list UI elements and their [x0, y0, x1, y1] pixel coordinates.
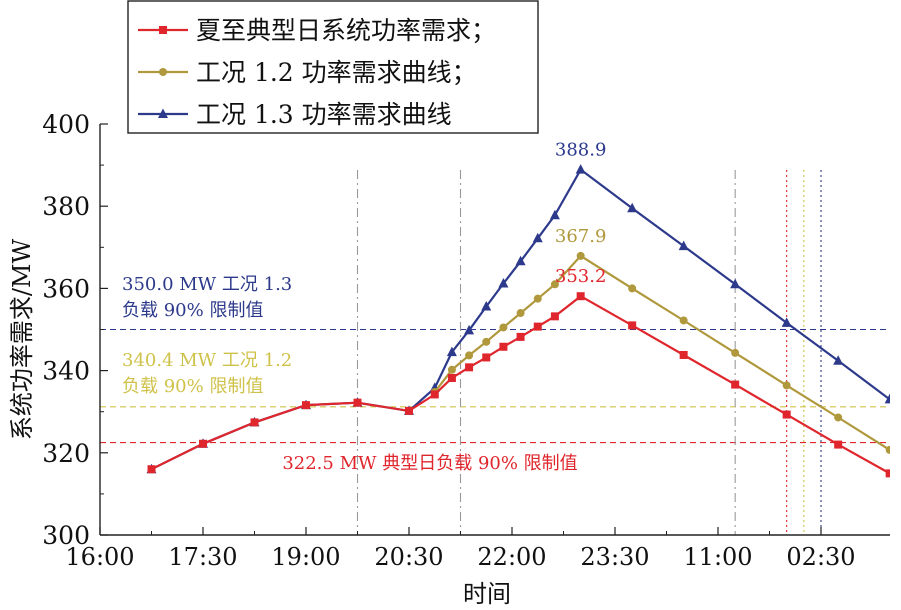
data-point-0-15: [628, 321, 637, 330]
data-point-0-14: [576, 292, 585, 301]
legend-marker-0: [159, 26, 167, 34]
y-tick-label-3: 360: [42, 274, 90, 303]
data-point-2-13: [549, 209, 560, 220]
data-point-1-10: [679, 316, 688, 325]
peak-label-2: 353.2: [555, 266, 607, 287]
series-line-1: [433, 254, 890, 452]
legend-label-1: 工况 1.2 功率需求曲线；: [196, 58, 477, 87]
data-point-1-8: [576, 251, 585, 260]
data-point-2-14: [575, 164, 586, 174]
peak-label-0: 388.9: [555, 140, 607, 161]
y-tick-label-4: 380: [42, 192, 90, 221]
data-point-2-18: [781, 317, 792, 327]
data-point-0-18: [782, 410, 791, 419]
y-tick-label-0: 300: [42, 521, 90, 550]
data-point-2-16: [678, 240, 689, 251]
data-point-0-16: [679, 350, 688, 359]
data-point-2-12: [532, 232, 543, 243]
legend-box: [127, 0, 539, 134]
series-lines: [146, 164, 890, 478]
chart-annotations: 388.9 367.9 353.2 350.0 MW 工况 1.3 负载 90% 限制值…: [122, 140, 606, 474]
x-tick-label-3: 20:30: [374, 543, 443, 571]
y-tick-label-2: 340: [42, 357, 90, 386]
legend-label-2: 工况 1.3 功率需求曲线: [196, 100, 452, 129]
data-point-2-11: [515, 255, 526, 266]
limit-lines: [100, 328, 890, 444]
data-point-0-20: [885, 469, 890, 478]
data-point-1-2: [465, 351, 474, 360]
data-point-0-9: [482, 353, 491, 362]
legend: 夏至典型日系统功率需求； 工况 1.2 功率需求曲线； 工况 1.3 功率需求曲线: [127, 0, 539, 134]
x-tick-label-5: 23:30: [580, 543, 649, 571]
x-tick-label-2: 19:00: [271, 543, 340, 571]
y-tick-label-1: 320: [42, 439, 90, 468]
limit-label-2-0: 322.5 MW 典型日负载 90% 限制值: [282, 453, 577, 474]
limit-label-1-1: 负载 90% 限制值: [122, 376, 263, 397]
data-point-0-4: [353, 398, 362, 407]
x-tick-label-0: 16:00: [65, 543, 134, 571]
data-point-1-13: [834, 413, 843, 422]
data-point-0-10: [499, 342, 508, 351]
x-tick-label-1: 17:30: [168, 543, 237, 571]
data-point-0-7: [447, 373, 456, 382]
data-point-2-15: [627, 202, 638, 213]
limit-label-1-0: 340.4 MW 工况 1.2: [122, 350, 292, 371]
axes: 300 320 340 360 380 400 16:00 17:30 19:00 20:30 22…: [8, 110, 890, 608]
data-point-1-11: [731, 348, 740, 357]
data-point-0-17: [731, 380, 740, 389]
data-point-2-20: [884, 393, 890, 404]
data-point-0-6: [430, 390, 439, 399]
legend-label-0: 夏至典型日系统功率需求；: [196, 16, 496, 45]
data-point-0-13: [550, 312, 559, 321]
data-point-0-3: [302, 401, 310, 410]
limit-label-0-0: 350.0 MW 工况 1.3: [122, 274, 292, 295]
data-point-1-9: [628, 284, 637, 293]
data-point-0-12: [533, 322, 542, 331]
data-point-0-19: [834, 440, 843, 449]
data-point-1-7: [550, 280, 559, 289]
y-axis-label: 系统功率需求/MW: [8, 239, 36, 441]
series-0: [147, 292, 890, 478]
vertical-markers: [356, 170, 822, 535]
data-point-2-9: [481, 300, 492, 311]
data-point-2-10: [498, 277, 509, 288]
data-point-0-2: [250, 418, 259, 427]
y-tick-label-5: 400: [42, 110, 90, 139]
x-tick-label-6: 11:00: [683, 543, 752, 571]
data-point-2-7: [446, 346, 457, 357]
data-point-1-1: [447, 365, 456, 374]
data-point-1-12: [782, 381, 791, 390]
data-point-0-8: [465, 363, 474, 372]
peak-label-1: 367.9: [555, 226, 607, 247]
data-point-1-3: [482, 337, 491, 346]
legend-marker-2: [158, 108, 168, 118]
data-point-1-14: [885, 445, 890, 454]
limit-label-0-1: 负载 90% 限制值: [122, 300, 263, 321]
series-1: [430, 251, 890, 454]
data-point-1-4: [499, 323, 508, 332]
data-point-0-11: [516, 332, 525, 341]
data-point-0-0: [147, 465, 156, 474]
data-point-0-5: [405, 406, 413, 415]
data-point-1-5: [516, 309, 525, 318]
legend-marker-1: [159, 68, 167, 76]
data-point-0-1: [199, 439, 207, 448]
x-axis-label: 时间: [463, 580, 511, 608]
data-point-2-19: [833, 355, 844, 365]
data-point-1-6: [533, 294, 542, 303]
x-tick-label-7: 02:30: [786, 543, 855, 571]
data-point-2-17: [730, 278, 741, 289]
data-point-2-8: [464, 324, 475, 335]
x-tick-label-4: 22:00: [477, 543, 546, 571]
